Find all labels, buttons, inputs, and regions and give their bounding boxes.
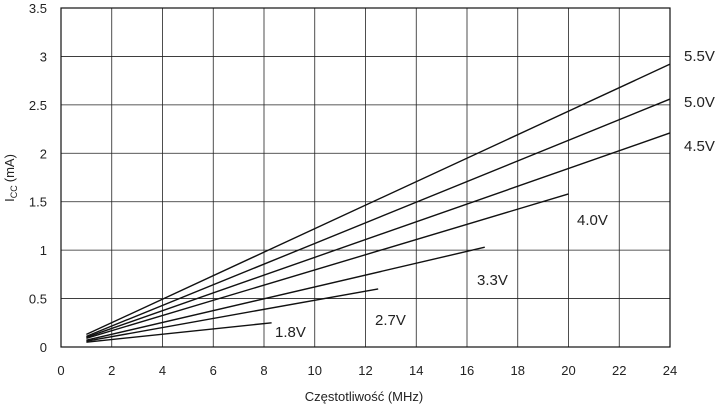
series-label-3-3V: 3.3V — [477, 272, 508, 289]
series-line-3-3V — [86, 246, 485, 341]
y-tick-labels: 0 0.5 1 1.5 2 2.5 3 3.5 — [29, 1, 47, 355]
y-tick-label: 3 — [40, 49, 47, 64]
series-line-2-7V — [86, 288, 379, 342]
y-tick-label: 2.5 — [29, 98, 47, 113]
series-line-4-5V — [86, 132, 671, 338]
x-tick-label: 12 — [358, 363, 372, 378]
x-axis-title: Częstotliwość (MHz) — [305, 389, 423, 404]
series-label-5-5V: 5.5V — [684, 48, 715, 65]
y-tick-label: 1.5 — [29, 195, 47, 210]
y-tick-label: 0 — [40, 340, 47, 355]
series-label-2-7V: 2.7V — [375, 312, 406, 329]
y-axis-title-sub: CC — [9, 185, 19, 198]
y-axis-title-unit: (mA) — [2, 154, 17, 182]
y-axis-title: ICC (mA) — [2, 154, 19, 202]
series-label-1-8V: 1.8V — [275, 324, 306, 341]
y-tick-label: 2 — [40, 146, 47, 161]
x-tick-label: 2 — [108, 363, 115, 378]
y-tick-label: 0.5 — [29, 292, 47, 307]
x-tick-label: 20 — [561, 363, 575, 378]
series-labels: 5.5V 5.0V 4.5V 4.0V 3.3V 2.7V 1.8V — [275, 48, 715, 341]
series-lines — [86, 63, 671, 343]
series-label-5-0V: 5.0V — [684, 94, 715, 111]
x-tick-label: 24 — [663, 363, 677, 378]
x-tick-label: 10 — [308, 363, 322, 378]
series-line-5-5V — [86, 63, 671, 336]
plot-frame — [60, 7, 671, 348]
x-tick-label: 8 — [260, 363, 267, 378]
y-tick-label: 1 — [40, 243, 47, 258]
x-tick-label: 22 — [612, 363, 626, 378]
x-tick-label: 0 — [57, 363, 64, 378]
x-tick-label: 14 — [409, 363, 423, 378]
x-tick-label: 4 — [159, 363, 166, 378]
y-axis-title-main: I — [2, 198, 17, 202]
series-line-4-0V — [86, 193, 569, 339]
series-label-4-5V: 4.5V — [684, 138, 715, 155]
x-tick-label: 6 — [210, 363, 217, 378]
y-tick-label: 3.5 — [29, 1, 47, 16]
series-line-5-0V — [86, 98, 671, 337]
grid — [60, 7, 671, 348]
x-tick-label: 18 — [511, 363, 525, 378]
x-tick-labels: 0 2 4 6 8 10 12 14 16 18 20 22 24 — [57, 363, 677, 378]
series-line-1-8V — [86, 322, 272, 343]
series-label-4-0V: 4.0V — [577, 212, 608, 229]
x-tick-label: 16 — [460, 363, 474, 378]
